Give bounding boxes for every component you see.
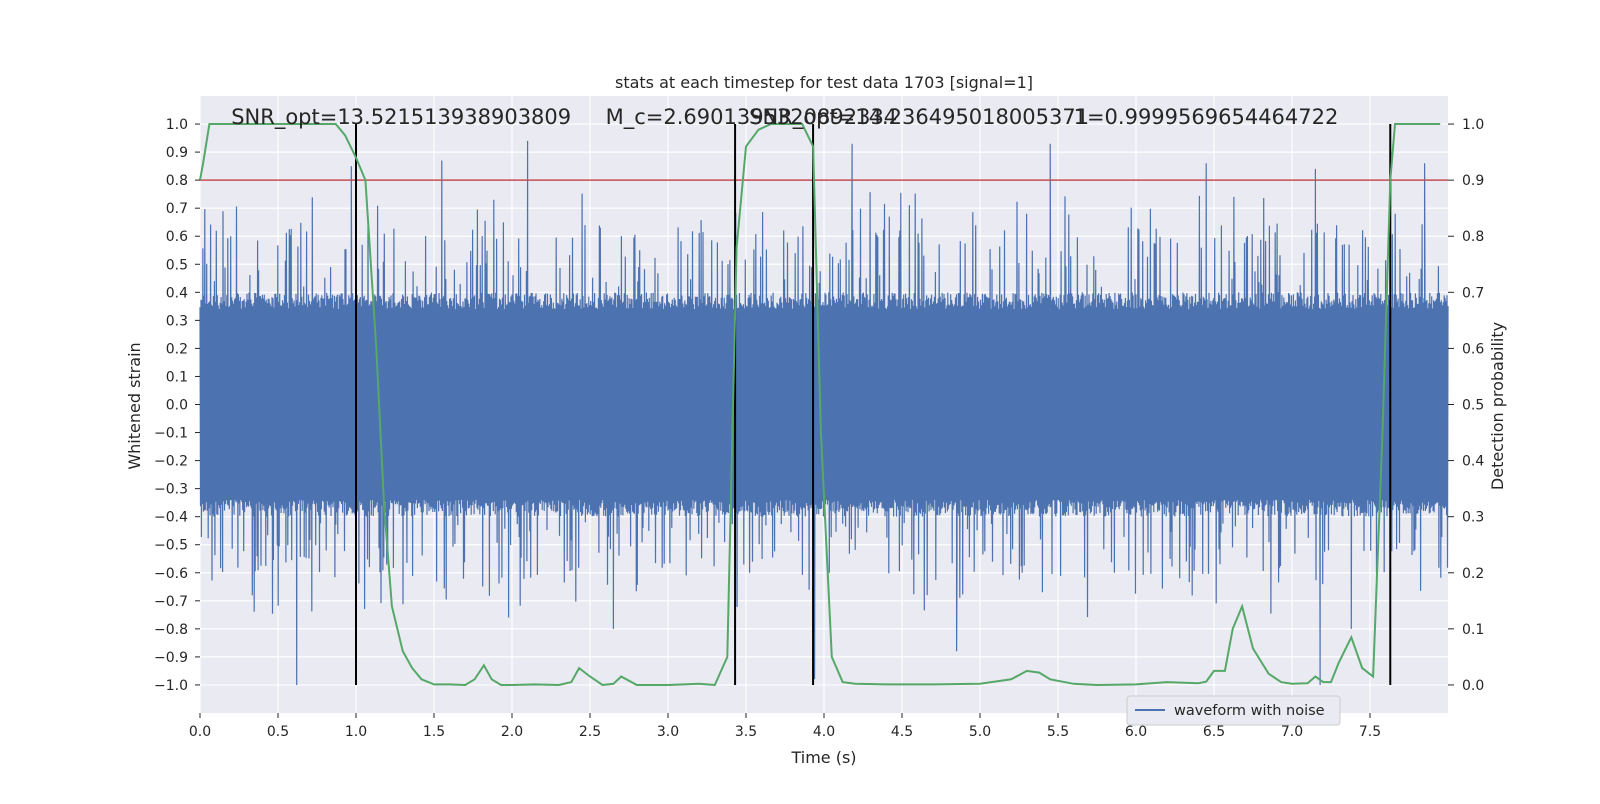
- y-left-tick-label: 0.9: [166, 145, 188, 161]
- x-tick-label: 6.0: [1125, 724, 1147, 740]
- y-right-tick-label: 0.6: [1462, 341, 1484, 357]
- x-tick-label: 2.5: [579, 724, 601, 740]
- y-left-tick-label: 0.1: [166, 369, 188, 385]
- y-left-tick-label: −0.6: [154, 566, 188, 582]
- annotations: SNR_opt=13.521513938903809 M_c=2.69013953…: [231, 105, 1338, 130]
- x-axis-label: Time (s): [790, 748, 856, 767]
- y-left-tick-label: 0.4: [166, 285, 188, 301]
- legend-label: waveform with noise: [1174, 703, 1325, 719]
- y-left-tick-label: −0.4: [154, 510, 188, 526]
- x-tick-label: 6.5: [1203, 724, 1225, 740]
- x-tick-label: 7.5: [1359, 724, 1381, 740]
- x-tick-label: 2.0: [501, 724, 523, 740]
- y-axis-right-ticks: 1.0 0.9 0.8 0.7 0.6 0.5 0.4 0.3 0.2 0.1 0.0: [1448, 117, 1484, 694]
- y-right-tick-label: 0.7: [1462, 285, 1484, 301]
- y-left-tick-label: −1.0: [154, 678, 188, 694]
- y-left-tick-label: 0.3: [166, 313, 188, 329]
- y-axis-left-ticks: 1.0 0.9 0.8 0.7 0.6 0.5 0.4 0.3 0.2 0.1 0.0 −0.1 −0.…: [154, 117, 200, 694]
- chart-title: stats at each timestep for test data 170…: [615, 73, 1033, 92]
- x-tick-label: 3.5: [735, 724, 757, 740]
- y-right-tick-label: 0.8: [1462, 229, 1484, 245]
- y-left-tick-label: −0.7: [154, 594, 188, 610]
- y-right-tick-label: 0.4: [1462, 454, 1484, 470]
- y-axis-right-label: Detection probability: [1488, 322, 1507, 490]
- y-left-tick-label: −0.3: [154, 482, 188, 498]
- x-tick-label: 0.5: [267, 724, 289, 740]
- legend: waveform with noise: [1126, 695, 1341, 726]
- y-left-tick-label: −0.8: [154, 622, 188, 638]
- y-right-tick-label: 1.0: [1462, 117, 1484, 133]
- y-left-tick-label: 0.5: [166, 257, 188, 273]
- x-tick-label: 5.0: [969, 724, 991, 740]
- y-right-tick-label: 0.0: [1462, 678, 1484, 694]
- probability-line: [199, 123, 1441, 687]
- x-axis-ticks: 0.0 0.5 1.0 1.5 2.0 2.5 3.0 3.5 4.0 4.5 5.0 5.5 6.0 6…: [189, 713, 1381, 740]
- y-right-tick-label: 0.9: [1462, 173, 1484, 189]
- y-left-tick-label: 0.7: [166, 201, 188, 217]
- x-tick-label: 4.0: [813, 724, 835, 740]
- annotation-text: SNR_opt=14.236495018005371: [749, 105, 1089, 130]
- y-left-tick-label: −0.5: [154, 538, 188, 554]
- y-left-tick-label: −0.9: [154, 650, 188, 666]
- x-tick-label: 1.0: [345, 724, 367, 740]
- x-tick-label: 1.5: [423, 724, 445, 740]
- y-axis-left-label: Whitened strain: [125, 342, 144, 469]
- y-right-tick-label: 0.5: [1462, 398, 1484, 414]
- vertical-markers: [355, 124, 1392, 685]
- y-left-tick-label: 0.8: [166, 173, 188, 189]
- y-left-tick-label: 0.6: [166, 229, 188, 245]
- probability-series: [199, 123, 1441, 687]
- x-tick-label: 5.5: [1047, 724, 1069, 740]
- y-left-tick-label: 0.0: [166, 398, 188, 414]
- y-left-tick-label: 1.0: [166, 117, 188, 133]
- y-right-tick-label: 0.2: [1462, 566, 1484, 582]
- x-tick-label: 7.0: [1281, 724, 1303, 740]
- y-left-tick-label: −0.1: [154, 426, 188, 442]
- x-tick-label: 0.0: [189, 724, 211, 740]
- y-left-tick-label: −0.2: [154, 454, 188, 470]
- annotation-text: 1=0.9999569654464722: [1074, 105, 1339, 129]
- x-tick-label: 3.0: [657, 724, 679, 740]
- annotation-text: M_c=2.6901395320892334: [606, 105, 898, 130]
- x-tick-label: 4.5: [891, 724, 913, 740]
- y-right-tick-label: 0.3: [1462, 510, 1484, 526]
- legend-box: [1126, 695, 1341, 726]
- y-left-tick-label: 0.2: [166, 341, 188, 357]
- y-right-tick-label: 0.1: [1462, 622, 1484, 638]
- annotation-text: SNR_opt=13.521513938903809: [231, 105, 571, 130]
